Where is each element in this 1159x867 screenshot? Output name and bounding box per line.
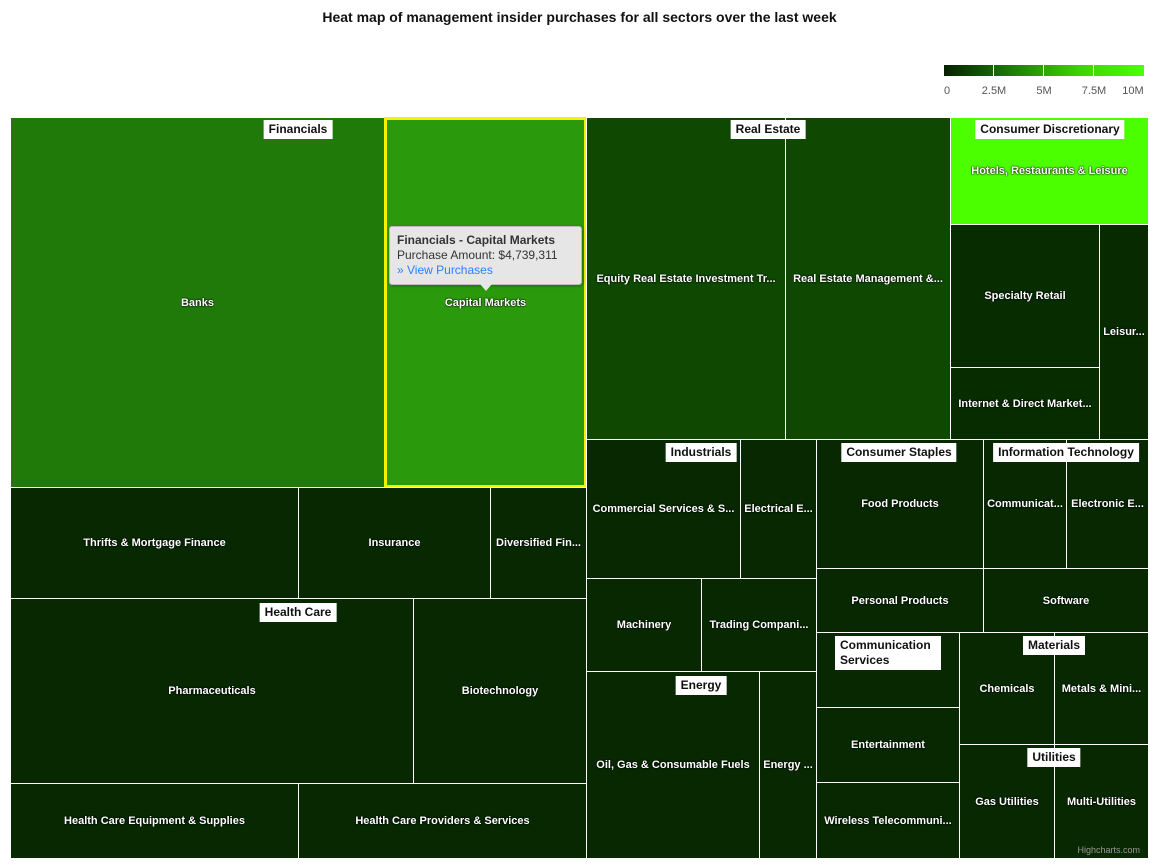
cell-label: Real Estate Management &... — [793, 272, 943, 285]
treemap-cell-electrical-e[interactable]: Electrical E... — [740, 439, 817, 579]
tooltip-header: Financials - Capital Markets — [397, 233, 556, 247]
legend-tick-label: 5M — [1036, 85, 1052, 97]
sector-label-industrials: Industrials — [665, 443, 737, 462]
cell-label: Trading Compani... — [709, 619, 809, 631]
legend-tick-mark — [993, 65, 994, 76]
treemap-cell-wireless-telecommuni[interactable]: Wireless Telecommuni... — [816, 782, 960, 859]
treemap-cell-commercial-services-s[interactable]: Commercial Services & S... — [586, 439, 741, 579]
legend-tick-label: 2.5M — [981, 85, 1007, 97]
cell-label: Capital Markets — [444, 296, 527, 309]
tooltip: Financials - Capital Markets Purchase Am… — [389, 226, 582, 291]
treemap-cell-internet-direct-market[interactable]: Internet & Direct Market... — [950, 367, 1100, 440]
cell-label: Personal Products — [851, 594, 949, 607]
cell-label: Health Care Equipment & Supplies — [64, 815, 245, 827]
cell-label: Health Care Providers & Services — [355, 815, 530, 827]
color-legend: 0 2.5M 5M 7.5M 10M — [944, 65, 1144, 97]
tooltip-amount: Purchase Amount: $4,739,311 — [397, 248, 558, 262]
sector-label-utilities: Utilities — [1027, 748, 1081, 767]
sector-label-real-estate: Real Estate — [730, 120, 806, 139]
treemap-cell-personal-products[interactable]: Personal Products — [816, 568, 984, 633]
treemap-cell-diversified-fin[interactable]: Diversified Fin... — [490, 487, 587, 599]
cell-label: Commercial Services & S... — [592, 503, 735, 515]
cell-label: Software — [1042, 594, 1090, 607]
cell-label: Insurance — [368, 537, 421, 549]
treemap-cell-health-care-equipment-supplies[interactable]: Health Care Equipment & Supplies — [10, 783, 299, 859]
cell-label: Wireless Telecommuni... — [824, 814, 952, 827]
cell-label: Biotechnology — [461, 685, 539, 697]
legend-tick-label: 0 — [943, 85, 951, 97]
treemap-cell-energy[interactable]: Energy ... — [759, 671, 817, 859]
sector-label-financials: Financials — [263, 120, 333, 139]
treemap-cell-insurance[interactable]: Insurance — [298, 487, 491, 599]
cell-label: Entertainment — [851, 739, 925, 751]
treemap-cell-equity-real-estate-investment-tr[interactable]: Equity Real Estate Investment Tr... — [586, 117, 786, 440]
treemap-cell-health-care-providers-services[interactable]: Health Care Providers & Services — [298, 783, 587, 859]
legend-tick-label: 7.5M — [1081, 85, 1107, 97]
treemap-cell-biotechnology[interactable]: Biotechnology — [413, 598, 587, 784]
sector-label-materials: Materials — [1022, 636, 1086, 655]
cell-label: Hotels, Restaurants & Leisure — [971, 165, 1128, 177]
treemap-cell-capital-markets[interactable]: Capital Markets — [384, 117, 587, 488]
treemap-cell-machinery[interactable]: Machinery — [586, 578, 702, 672]
cell-label: Energy ... — [763, 759, 813, 771]
highcharts-credits[interactable]: Highcharts.com — [1077, 845, 1140, 855]
legend-tick-mark — [1043, 65, 1044, 76]
legend-gradient-bar — [944, 65, 1144, 76]
treemap-cell-oil-gas-consumable-fuels[interactable]: Oil, Gas & Consumable Fuels — [586, 671, 760, 859]
cell-label: Internet & Direct Market... — [958, 397, 1092, 410]
sector-label-energy: Energy — [675, 676, 727, 695]
sector-label-communication-services: Communication Services — [835, 636, 941, 670]
cell-label: Thrifts & Mortgage Finance — [83, 537, 226, 549]
sector-label-consumer-discretionary: Consumer Discretionary — [975, 120, 1125, 139]
cell-label: Leisur... — [1103, 326, 1145, 338]
chart-title: Heat map of management insider purchases… — [322, 9, 837, 25]
cell-label: Food Products — [861, 498, 939, 510]
treemap-cell-pharmaceuticals[interactable]: Pharmaceuticals — [10, 598, 414, 784]
legend-tick-mark — [1093, 65, 1094, 76]
cell-label: Chemicals — [979, 682, 1035, 695]
cell-label: Specialty Retail — [984, 290, 1066, 302]
cell-label: Multi-Utilities — [1066, 795, 1137, 808]
legend-tick-label: 10M — [1122, 85, 1144, 97]
cell-label: Gas Utilities — [975, 795, 1039, 808]
sector-label-consumer-staples: Consumer Staples — [841, 443, 957, 462]
cell-label: Communicat... — [987, 498, 1063, 510]
sector-label-information-technology: Information Technology — [993, 443, 1139, 462]
treemap-cell-banks[interactable]: Banks — [10, 117, 385, 488]
treemap-cell-real-estate-management[interactable]: Real Estate Management &... — [785, 117, 951, 440]
cell-label: Diversified Fin... — [496, 537, 581, 549]
tooltip-arrow — [480, 284, 492, 291]
view-purchases-link[interactable]: » View Purchases — [397, 263, 493, 277]
cell-label: Electrical E... — [744, 503, 813, 515]
treemap-cell-leisur[interactable]: Leisur... — [1099, 224, 1149, 440]
sector-label-health-care: Health Care — [259, 603, 337, 622]
treemap-cell-specialty-retail[interactable]: Specialty Retail — [950, 224, 1100, 368]
cell-label: Pharmaceuticals — [168, 685, 256, 697]
cell-label: Oil, Gas & Consumable Fuels — [596, 759, 750, 771]
cell-label: Banks — [180, 296, 215, 309]
treemap-cell-thrifts-mortgage-finance[interactable]: Thrifts & Mortgage Finance — [10, 487, 299, 599]
cell-label: Electronic E... — [1071, 498, 1144, 510]
treemap-cell-entertainment[interactable]: Entertainment — [816, 707, 960, 783]
cell-label: Equity Real Estate Investment Tr... — [596, 272, 776, 285]
cell-label: Metals & Mini... — [1061, 682, 1142, 695]
treemap-cell-trading-compani[interactable]: Trading Compani... — [701, 578, 817, 672]
cell-label: Machinery — [616, 619, 672, 631]
treemap-cell-software[interactable]: Software — [983, 568, 1149, 633]
